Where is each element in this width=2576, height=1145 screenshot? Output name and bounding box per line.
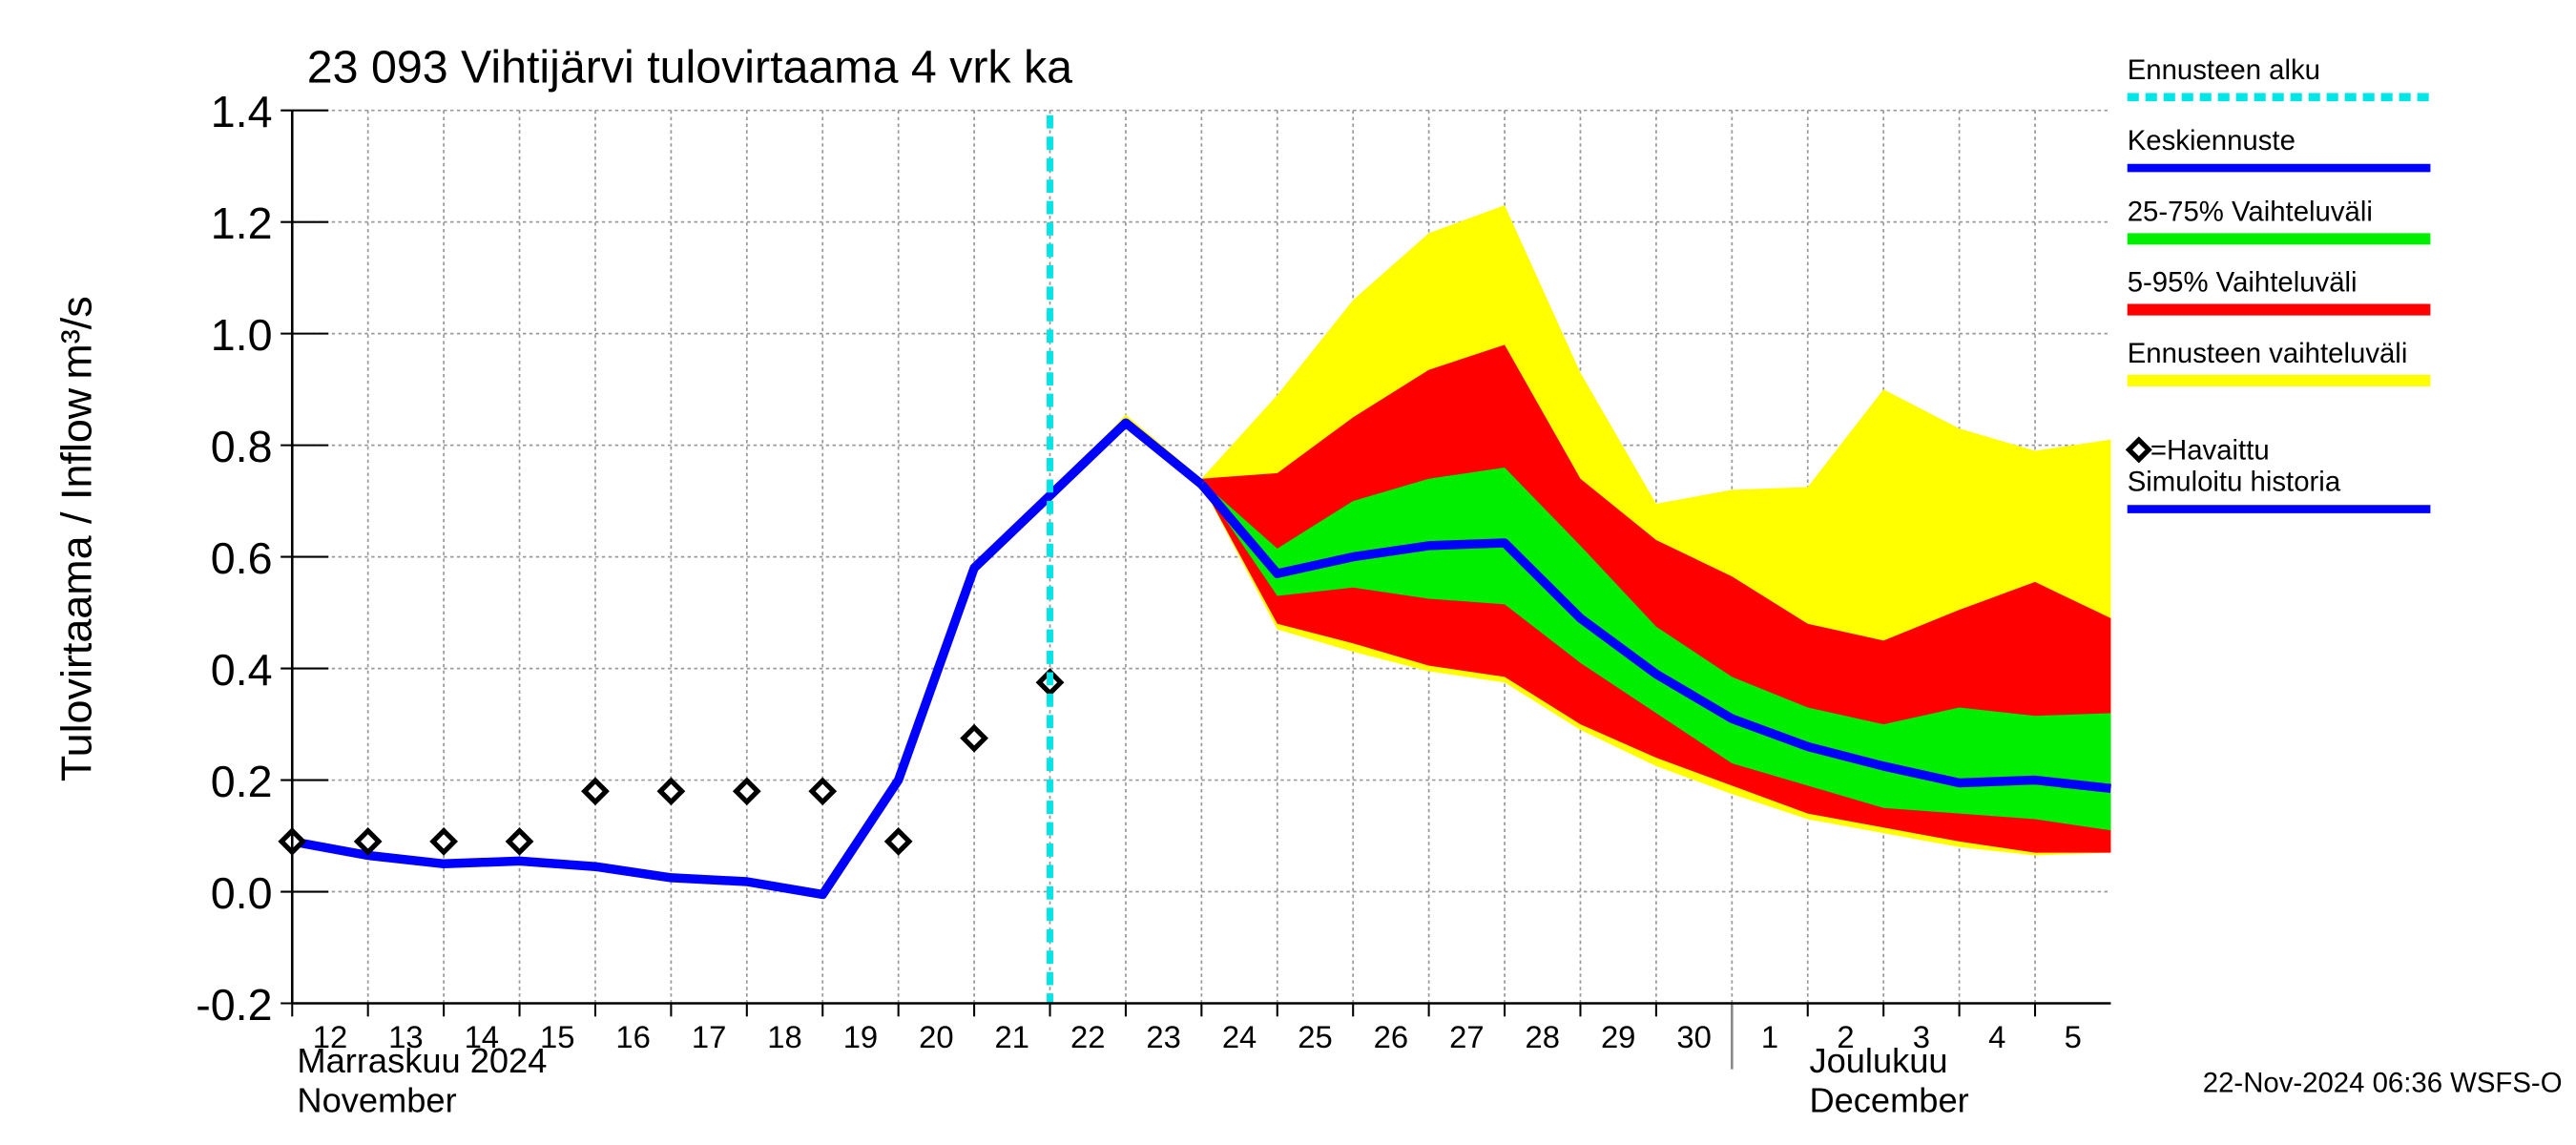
y-tick-label: 0.0 (211, 868, 273, 918)
band (1201, 468, 2111, 831)
x-tick-label: 20 (919, 1019, 953, 1054)
legend-label: Keskiennuste (2128, 125, 2296, 156)
observed-marker (429, 827, 458, 856)
x-tick-label: 26 (1374, 1019, 1408, 1054)
y-tick-label: 0.4 (211, 645, 273, 695)
observed-marker (505, 827, 534, 856)
observed-marker (960, 723, 988, 753)
chart-title: 23 093 Vihtijärvi tulovirtaama 4 vrk ka (307, 41, 1072, 93)
y-tick-label: 1.2 (211, 198, 273, 248)
x-tick-label: 21 (995, 1019, 1029, 1054)
legend-label: Ennusteen alku (2128, 54, 2320, 86)
legend-label: Simuloitu historia (2128, 467, 2341, 498)
x-tick-label: 17 (692, 1019, 726, 1054)
month-label: Marraskuu 2024 (297, 1041, 547, 1080)
month-label: December (1809, 1080, 1968, 1119)
legend-label: =Havaittu (2150, 435, 2270, 467)
x-tick-label: 22 (1070, 1019, 1105, 1054)
observed-marker (808, 777, 838, 806)
x-tick-label: 27 (1449, 1019, 1484, 1054)
legend-label: Ennusteen vaihteluväli (2128, 338, 2408, 369)
month-label: November (297, 1080, 456, 1119)
line (291, 418, 1205, 900)
y-tick-label: 0.6 (211, 533, 273, 583)
x-tick-label: 25 (1298, 1019, 1332, 1054)
x-tick-label: 1 (1761, 1019, 1778, 1054)
y-tick-label: 1.0 (211, 310, 273, 360)
x-tick-label: 16 (615, 1019, 650, 1054)
month-label: Joulukuu (1809, 1041, 1947, 1080)
y-axis-label: Tulovirtaama / Inflow (52, 387, 101, 781)
observed-marker (581, 777, 610, 806)
x-tick-label: 23 (1146, 1019, 1180, 1054)
legend-marker (2125, 436, 2152, 464)
observed-marker (656, 777, 686, 806)
x-tick-label: 4 (1988, 1019, 2005, 1054)
x-tick-label: 2 (1837, 1019, 1854, 1054)
legend-label: 25-75% Vaihteluväli (2128, 196, 2373, 227)
x-tick-label: 12 (313, 1019, 347, 1054)
observed-marker (353, 827, 383, 856)
x-tick-label: 28 (1526, 1019, 1560, 1054)
y-tick-label: 0.2 (211, 757, 273, 806)
x-tick-label: 24 (1222, 1019, 1257, 1054)
x-tick-label: 15 (540, 1019, 574, 1054)
legend-label: 5-95% Vaihteluväli (2128, 267, 2358, 299)
y-tick-label: -0.2 (196, 980, 272, 1030)
observed-marker (883, 827, 913, 856)
x-tick-label: 14 (465, 1019, 499, 1054)
x-tick-label: 19 (843, 1019, 878, 1054)
line (1197, 481, 2111, 794)
x-tick-label: 18 (767, 1019, 801, 1054)
x-tick-label: 30 (1676, 1019, 1711, 1054)
observed-marker (732, 777, 761, 806)
y-tick-label: 1.4 (211, 87, 273, 136)
y-tick-label: 0.8 (211, 422, 273, 471)
x-tick-label: 3 (1913, 1019, 1930, 1054)
footer: 22-Nov-2024 06:36 WSFS-O (2203, 1068, 2563, 1099)
x-tick-label: 29 (1601, 1019, 1635, 1054)
x-tick-label: 13 (388, 1019, 423, 1054)
y-axis-unit: m³/s (52, 296, 101, 379)
x-tick-label: 5 (2065, 1019, 2082, 1054)
